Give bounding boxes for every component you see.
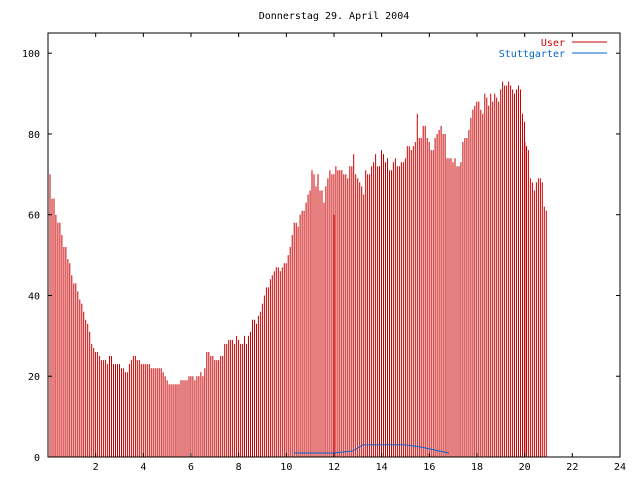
x-tick-label: 4	[140, 462, 146, 473]
legend-label-stuttgarter: Stuttgarter	[499, 49, 565, 60]
y-tick-label: 80	[28, 130, 40, 141]
y-tick-label: 20	[28, 372, 40, 383]
x-tick-label: 22	[566, 462, 578, 473]
x-tick-label: 16	[423, 462, 435, 473]
series-line-stuttgarter	[293, 444, 449, 454]
x-tick-label: 18	[471, 462, 483, 473]
x-tick-label: 2	[93, 462, 99, 473]
y-tick-label: 40	[28, 291, 40, 302]
legend: User Stuttgarter	[499, 38, 607, 60]
x-tick-label: 24	[614, 462, 626, 473]
x-tick-label: 14	[376, 462, 388, 473]
y-tick-label: 0	[34, 453, 40, 464]
legend-label-user: User	[541, 38, 565, 49]
chart-title: Donnerstag 29. April 2004	[259, 11, 410, 22]
user-bars	[47, 81, 547, 457]
x-tick-label: 12	[328, 462, 340, 473]
y-tick-label: 60	[28, 211, 40, 222]
x-axis-ticks: 2 4 6 8 10 12 14 16 18 20 22 24	[93, 33, 626, 473]
x-tick-label: 6	[188, 462, 194, 473]
y-axis-ticks: 0 20 40 60 80 100	[22, 49, 620, 464]
x-tick-label: 20	[519, 462, 531, 473]
y-tick-label: 100	[22, 49, 40, 60]
x-tick-label: 10	[280, 462, 292, 473]
x-tick-label: 8	[236, 462, 242, 473]
